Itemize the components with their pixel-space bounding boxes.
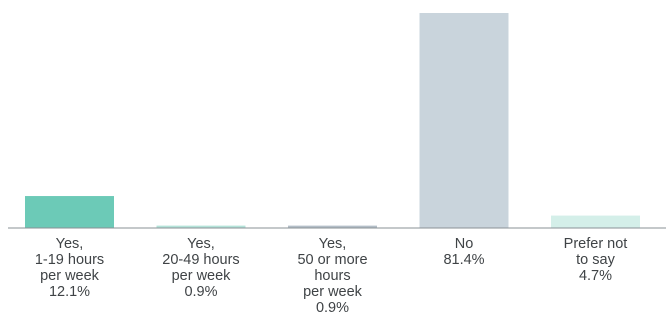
category-label-line: 20-49 hours bbox=[162, 252, 240, 268]
category-label-line: per week bbox=[303, 284, 362, 300]
bar-3 bbox=[288, 225, 377, 228]
value-label: 81.4% bbox=[443, 252, 485, 268]
category-label-line: 50 or more bbox=[297, 252, 368, 268]
category-label-line: per week bbox=[40, 268, 99, 284]
category-label-line: Prefer not bbox=[563, 236, 628, 252]
category-label-5: Prefer not to say 4.7% bbox=[536, 236, 656, 284]
category-label-line: Yes, bbox=[55, 236, 84, 252]
category-label-line: 1-19 hours bbox=[34, 252, 105, 268]
category-label-line: Yes, bbox=[318, 236, 347, 252]
bars-group bbox=[25, 13, 640, 228]
bar-1 bbox=[25, 196, 114, 228]
category-label-line: No bbox=[454, 236, 474, 252]
bar-2 bbox=[156, 225, 246, 228]
value-label: 0.9% bbox=[315, 300, 350, 316]
category-label-line: per week bbox=[171, 268, 231, 284]
value-label: 12.1% bbox=[48, 284, 91, 300]
category-label-3: Yes, 50 or more hours per week 0.9% bbox=[273, 236, 393, 316]
bar-5 bbox=[551, 215, 640, 228]
category-label-1: Yes, 1-19 hours per week 12.1% bbox=[10, 236, 130, 300]
category-label-line: Yes, bbox=[187, 236, 215, 252]
value-label: 4.7% bbox=[578, 268, 613, 284]
category-label-4: No 81.4% bbox=[404, 236, 524, 268]
category-label-line: hours bbox=[314, 268, 351, 284]
bar-4 bbox=[419, 13, 509, 228]
category-label-2: Yes, 20-49 hours per week 0.9% bbox=[141, 236, 261, 300]
value-label: 0.9% bbox=[184, 284, 218, 300]
category-label-line: to say bbox=[576, 252, 615, 268]
